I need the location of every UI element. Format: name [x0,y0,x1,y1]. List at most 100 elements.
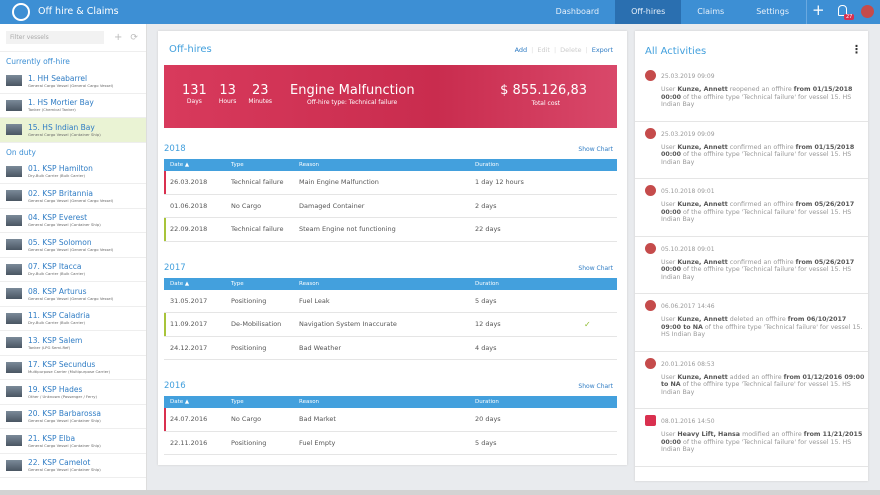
activity-text: User Kunze, Annett added an offhire from… [661,374,866,397]
vessel-item[interactable]: 04. KSP Everest General Cargo Vessel (Con… [0,209,146,233]
vessel-text: 08. KSP Arturus General Cargo Vessel (Gen… [28,287,113,301]
table-row[interactable]: 11.09.2017 De-Mobilisation Navigation Syst… [164,313,617,337]
vessel-name: 07. KSP Itacca [28,262,82,272]
vessel-thumb [6,361,22,373]
cell: Technical failure [231,178,284,187]
vessel-item[interactable]: 15. HS Indian Bay General Cargo Vessel (C… [0,118,146,143]
user-avatar[interactable] [861,5,874,18]
filter-input[interactable]: Filter vessels [6,31,104,44]
stat-unit: Hours [218,98,237,105]
show-chart[interactable]: Show Chart [578,264,613,272]
vessel-item[interactable]: 13. KSP Salem Tanker (LPG Semi-Ref) [0,331,146,356]
table-row[interactable]: 22.09.2018 Technical failure Steam Engine … [164,218,617,242]
action[interactable]: Delete [560,46,582,54]
column-header[interactable]: Date ▲ [170,399,190,405]
vessel-item[interactable]: 20. KSP Barbarossa General Cargo Vessel (… [0,405,146,429]
table-row[interactable]: 26.03.2018 Technical failure Main Engine M… [164,171,617,195]
cell: De-Mobilisation [231,320,282,329]
action[interactable]: Export [591,46,613,54]
separator: | [553,46,557,54]
stat-value: 23 [251,83,269,98]
text-part: of the offhire type 'Technical failure' … [661,438,852,454]
vessel-item[interactable]: 11. KSP Caladria Dry-Bulk Carrier (Bulk C… [0,307,146,331]
table: Date ▲ Type Reason Duration 31.05.2017 Positi… [164,277,617,360]
vessel-type: General Cargo Vessel (Container Ship) [28,222,101,228]
vessel-type: Dry-Bulk Carrier (Bulk Carrier) [28,271,85,277]
text-part: of the offhire type 'Technical failure' … [661,323,863,339]
column-header[interactable]: Date ▲ [170,162,190,168]
vessel-type: General Cargo Vessel (General Cargo Vess… [28,246,114,252]
year-title: 2018 [164,144,186,154]
vessel-thumb [6,386,22,398]
text-part: Kunze, Annett [677,316,728,323]
notifications[interactable] [838,5,847,16]
vessel-item[interactable]: 01. KSP Hamilton Dry-Bulk Carrier (Bulk C… [0,160,146,184]
vessel-item[interactable]: 17. KSP Secundus Multipurpose Carrier (Mu… [0,356,146,380]
vessel-name: 02. KSP Britannia [28,188,93,198]
column-header[interactable]: Date ▲ [170,280,190,287]
table-row[interactable]: 24.12.2017 Positioning Bad Weather 4 days [164,337,617,360]
vessel-thumb [6,288,22,300]
column-header: Reason [299,280,320,287]
table-row[interactable]: 22.11.2016 Positioning Fuel Empty 5 days [164,432,617,455]
nav-item[interactable]: Claims [697,7,725,16]
cell: No Cargo [231,201,262,210]
logo[interactable] [12,3,30,21]
stat: 23 Minutes [248,83,272,105]
vessel-item[interactable]: 1. HH Seabarrel General Cargo Vessel (Gen… [0,69,146,94]
activity-date: 05.10.2018 09:01 [661,188,715,195]
reason: Engine Malfunction [290,83,415,98]
action[interactable]: Add [514,46,528,54]
table-row[interactable]: 31.05.2017 Positioning Fuel Leak 5 days [164,290,617,313]
vessel-item[interactable]: 08. KSP Arturus General Cargo Vessel (Gen… [0,282,146,307]
show-chart[interactable]: Show Chart [578,383,613,390]
table-row[interactable]: 24.07.2016 No Cargo Bad Market 20 days [164,408,617,432]
cell: 4 days [475,343,497,352]
column-header: Duration [475,280,499,287]
activity-text: User Kunze, Annett confirmed an offhire … [661,144,866,167]
cell: 5 days [475,296,497,305]
nav-item[interactable]: Dashboard [555,7,600,16]
vessel-text: 11. KSP Caladria Dry-Bulk Carrier (Bulk C… [28,311,90,325]
vessel-item[interactable]: 05. KSP Solomon General Cargo Vessel (Gen… [0,233,146,258]
text-part: Kunze, Annett [677,201,728,208]
action[interactable]: Edit [537,46,550,54]
vessel-type: General Cargo Vessel (Container Ship) [28,418,101,424]
add-vessel[interactable]: + [114,32,123,43]
vessel-text: 02. KSP Britannia General Cargo Vessel (G… [28,189,113,203]
nav-item[interactable]: Off-hires [615,0,682,24]
sidebar: Filter vessels + ⟳ Currently off-hire 1. … [0,24,147,495]
cell: 22.11.2016 [170,438,208,447]
vessel-item[interactable]: 1. HS Mortier Bay Tanker (Chemical Tanker… [0,94,146,118]
cell: Bad Weather [299,343,342,352]
vessel-item[interactable]: 07. KSP Itacca Dry-Bulk Carrier (Bulk Car… [0,258,146,282]
activity: 05.10.2018 09:01 User Kunze, Annett confi… [635,237,868,294]
menu[interactable]: ⋮ [851,43,862,56]
vessel-item[interactable]: 21. KSP Elba General Cargo Vessel (Contai… [0,429,146,454]
table-row[interactable]: 01.06.2018 No Cargo Damaged Container 2 day… [164,195,617,218]
summary-banner: 131 Days 13 Hours 23 Minutes Engine Malfuncti… [164,65,617,128]
vessel-item[interactable]: 02. KSP Britannia General Cargo Vessel (G… [0,184,146,209]
text-part: from 05/26/2017 00:00 [661,201,855,216]
column-header: Reason [299,162,320,168]
vessel-item[interactable]: 19. KSP Hades Other / Unknown (Passenger … [0,380,146,405]
activity-date: 08.01.2016 14:50 [661,418,715,425]
vessel-item[interactable]: 22. KSP Camelot General Cargo Vessel (Con… [0,454,146,478]
refresh[interactable]: ⟳ [130,32,138,43]
cell: Fuel Leak [299,296,330,305]
cell: 12 days [475,320,501,329]
activity-text: User Heavy Lift, Hansa modified an offhi… [661,431,866,454]
avatar [645,415,656,426]
vessel-text: 04. KSP Everest General Cargo Vessel (Con… [28,213,101,227]
text-part: confirmed an offhire [727,201,796,208]
cell: 31.05.2017 [170,296,208,305]
nav-item[interactable]: Settings [756,7,789,16]
add-button[interactable]: + [812,1,825,19]
text-part: User [661,143,678,151]
vessel-name: 13. KSP Salem [28,335,83,345]
vessel-name: 08. KSP Arturus [28,286,87,296]
activity: 20.01.2016 08:53 User Kunze, Annett added… [635,352,868,409]
text-part: added an offhire [727,373,784,381]
avatar [645,127,656,139]
show-chart[interactable]: Show Chart [578,146,613,153]
